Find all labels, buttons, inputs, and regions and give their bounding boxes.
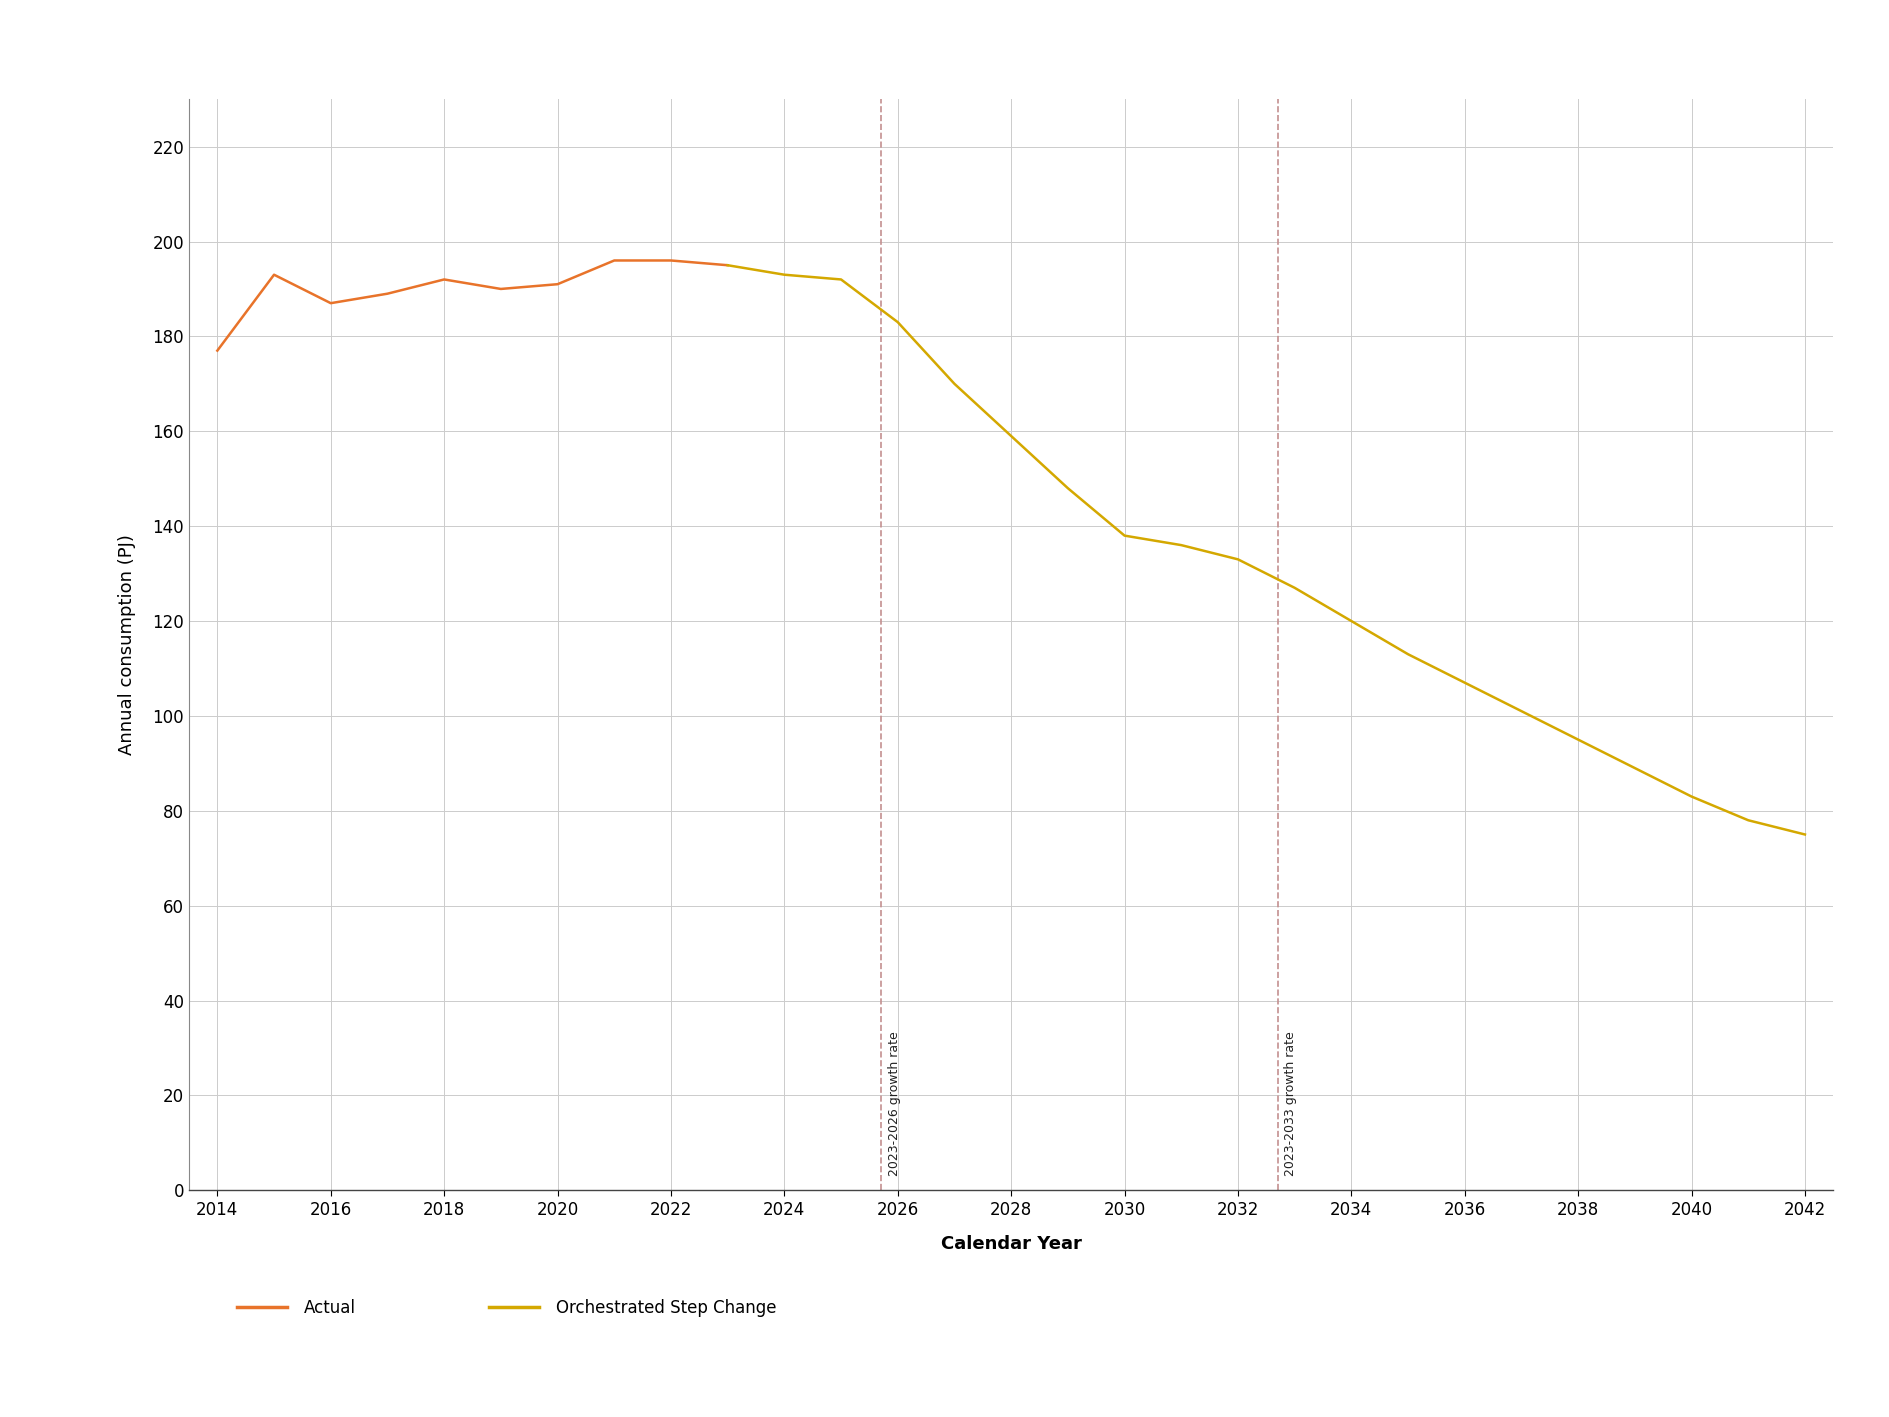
Orchestrated Step Change	[1509, 703, 1532, 720]
Actual	[263, 266, 285, 283]
Actual	[659, 252, 682, 269]
Text: 2023-2026 growth rate: 2023-2026 growth rate	[888, 1032, 899, 1176]
Orchestrated Step Change	[1736, 812, 1759, 829]
Actual	[376, 285, 399, 302]
Orchestrated Step Change	[1566, 731, 1589, 748]
Legend: Actual, Orchestrated Step Change: Actual, Orchestrated Step Change	[230, 1292, 782, 1323]
Orchestrated Step Change	[1169, 537, 1192, 554]
Text: 2023-2033 growth rate: 2023-2033 growth rate	[1285, 1032, 1296, 1176]
Actual	[206, 341, 229, 359]
Orchestrated Step Change	[1226, 551, 1249, 568]
Actual	[716, 256, 739, 273]
Orchestrated Step Change	[1339, 612, 1362, 629]
Orchestrated Step Change	[1056, 480, 1079, 497]
Actual	[433, 271, 455, 288]
Orchestrated Step Change	[1623, 760, 1645, 777]
Actual	[489, 281, 512, 298]
Orchestrated Step Change	[1113, 527, 1135, 544]
Orchestrated Step Change	[1283, 580, 1305, 597]
Y-axis label: Annual consumption (PJ): Annual consumption (PJ)	[117, 534, 136, 755]
Orchestrated Step Change	[943, 376, 965, 393]
Orchestrated Step Change	[1396, 646, 1419, 663]
Orchestrated Step Change	[716, 256, 739, 273]
Orchestrated Step Change	[999, 428, 1022, 445]
X-axis label: Calendar Year: Calendar Year	[941, 1236, 1081, 1254]
Orchestrated Step Change	[886, 313, 909, 330]
Orchestrated Step Change	[1793, 826, 1815, 843]
Orchestrated Step Change	[773, 266, 795, 283]
Orchestrated Step Change	[1679, 788, 1702, 805]
Actual	[319, 295, 342, 312]
Orchestrated Step Change	[1453, 674, 1475, 691]
Actual	[546, 276, 569, 293]
Actual	[603, 252, 625, 269]
Line: Orchestrated Step Change: Orchestrated Step Change	[727, 265, 1804, 835]
Orchestrated Step Change	[829, 271, 852, 288]
Line: Actual: Actual	[217, 261, 727, 350]
